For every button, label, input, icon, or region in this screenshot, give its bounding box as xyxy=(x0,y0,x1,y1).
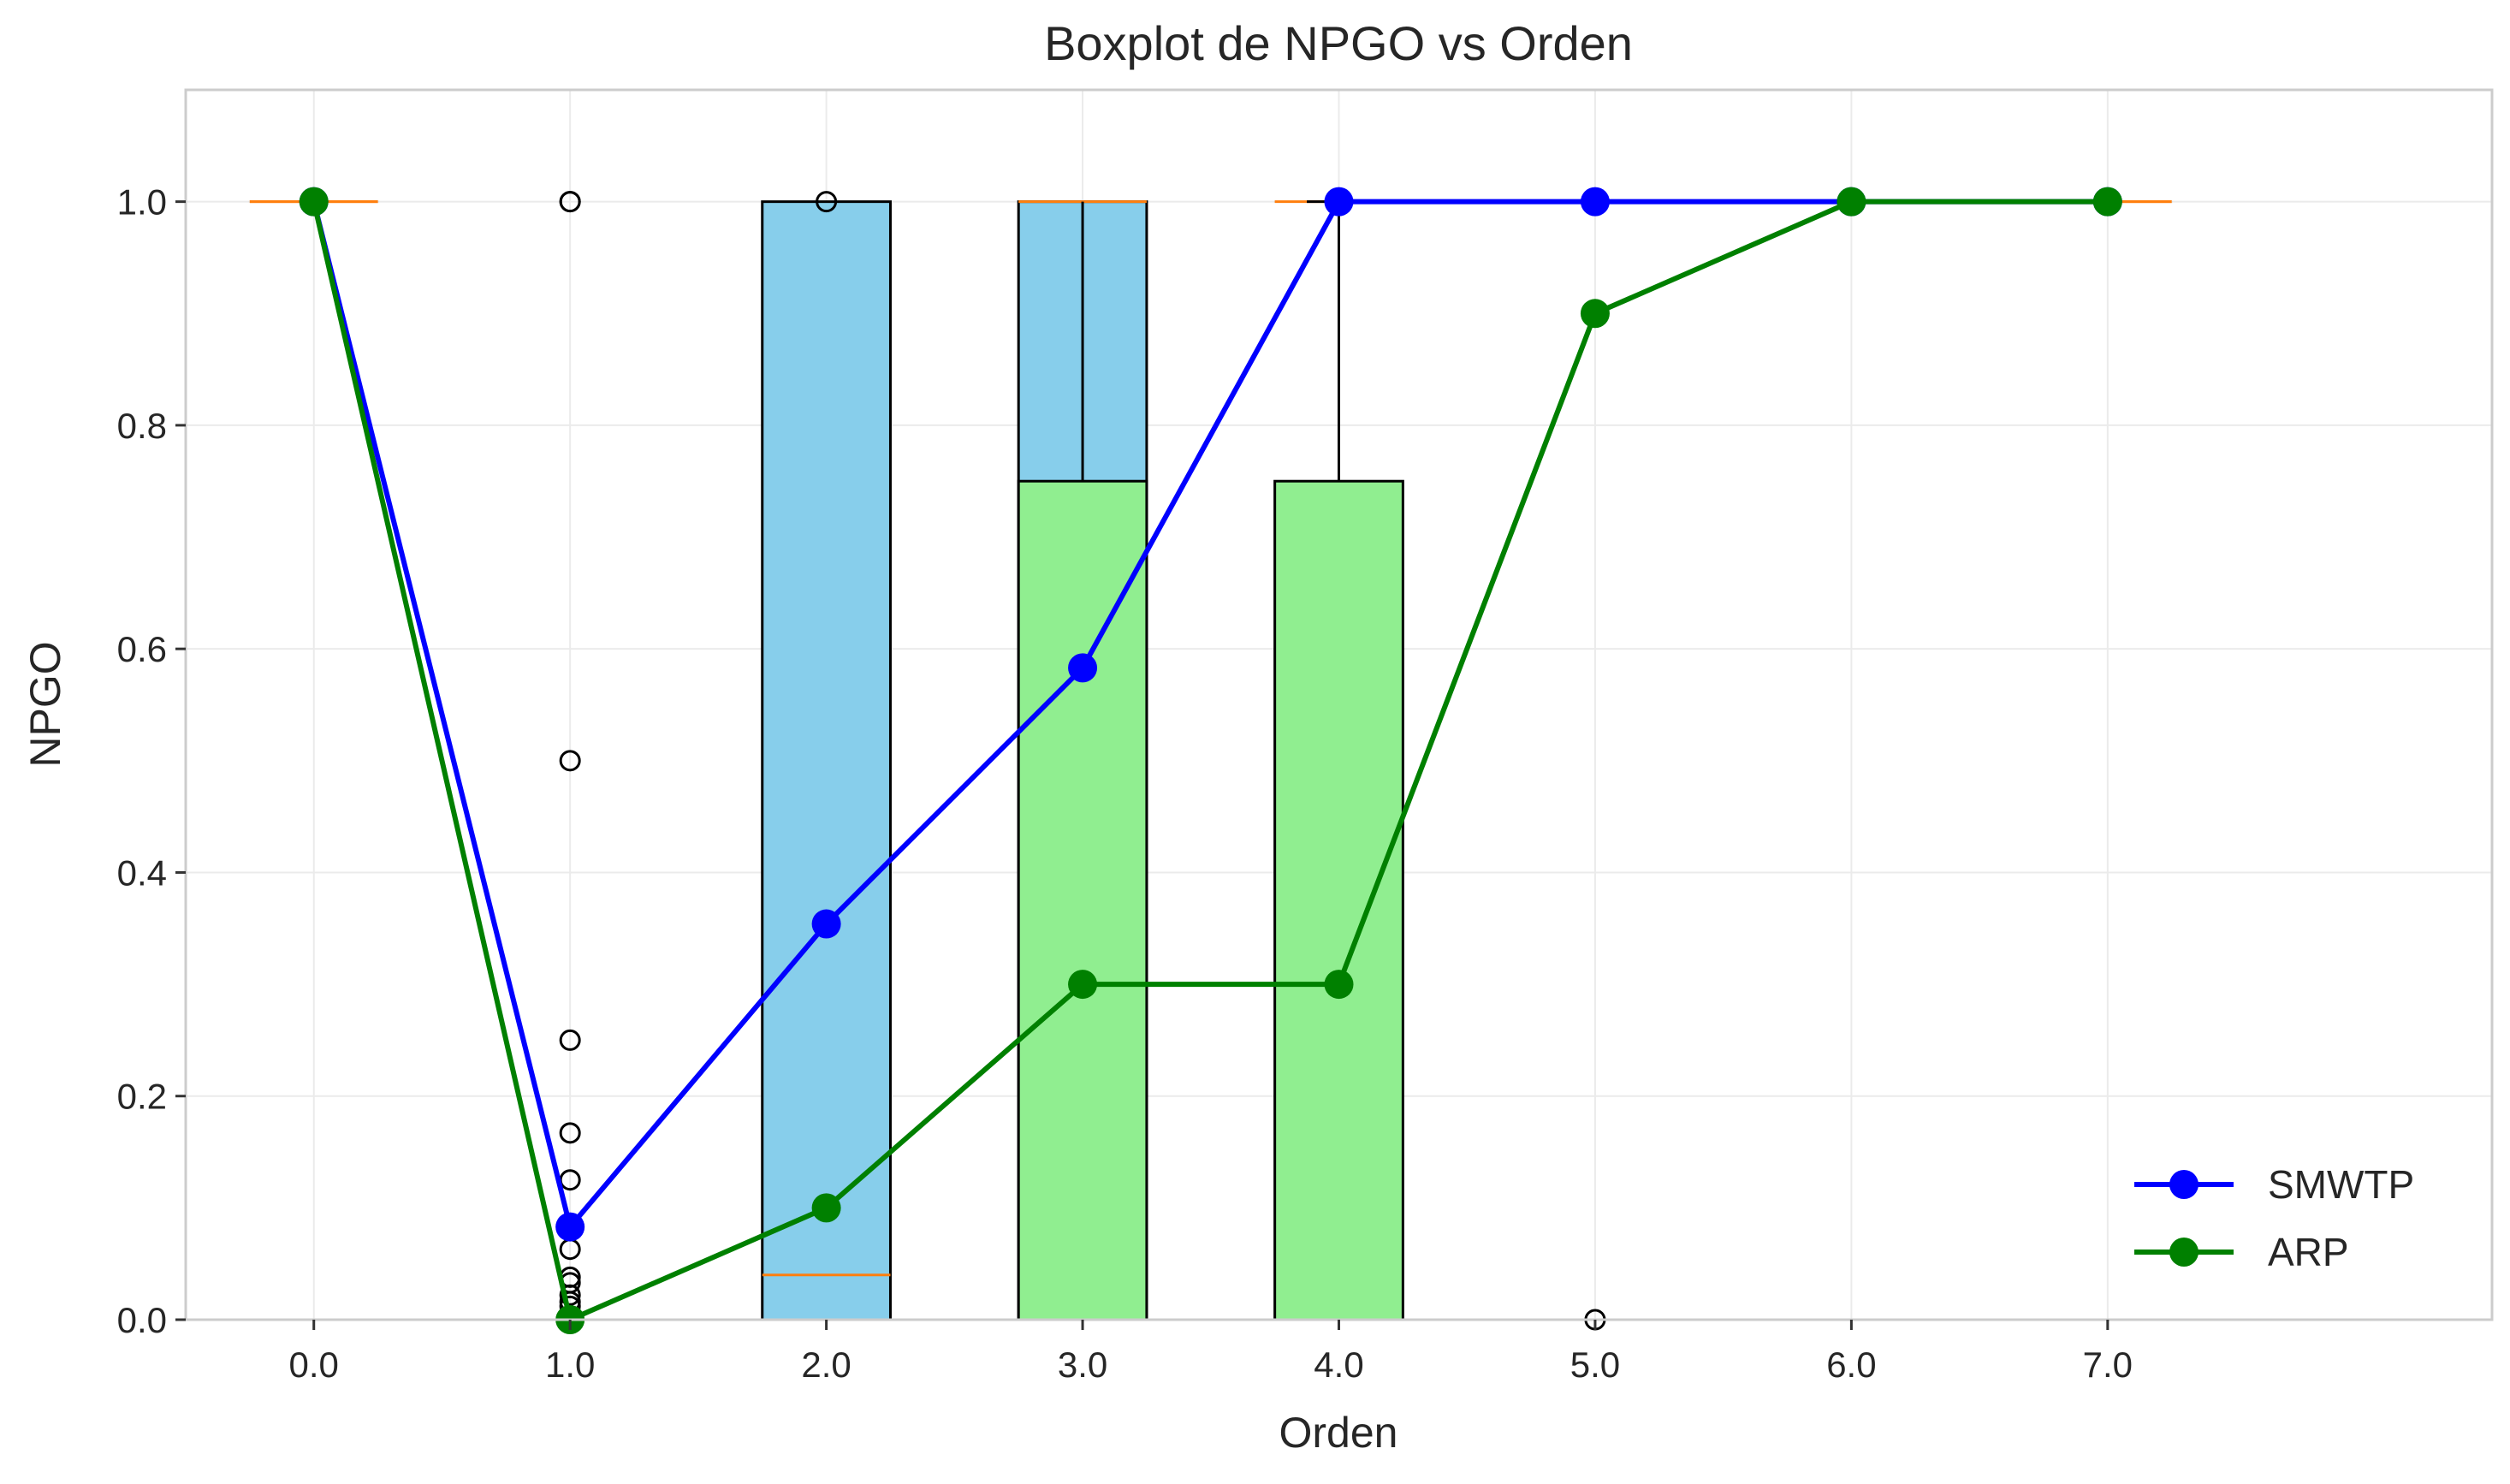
smwtp-point xyxy=(555,1212,585,1242)
series-lines xyxy=(299,187,2122,1334)
outlier-point xyxy=(816,191,838,213)
smwtp-point xyxy=(1068,653,1098,683)
chart-title: Boxplot de NPGO vs Orden xyxy=(1044,16,1633,70)
arp-box xyxy=(1273,479,1404,1321)
x-tick-label: 1.0 xyxy=(545,1345,595,1385)
arp-point xyxy=(299,187,329,217)
legend: SMWTP ARP xyxy=(2114,1143,2473,1297)
arp-point xyxy=(1580,299,1610,329)
arp-point xyxy=(1324,970,1354,1000)
y-tick-label: 1.0 xyxy=(117,182,167,223)
outlier-point xyxy=(559,1122,581,1144)
arp-series-line xyxy=(311,199,2108,1322)
arp-point xyxy=(2092,187,2122,217)
legend-arp-marker xyxy=(2169,1238,2198,1267)
y-tick-label: 0.4 xyxy=(117,852,167,893)
arp-box xyxy=(1017,479,1148,1321)
x-tick-label: 2.0 xyxy=(801,1345,851,1385)
legend-smwtp-label: SMWTP xyxy=(2268,1162,2414,1207)
outlier-point xyxy=(559,750,581,772)
smwtp-point xyxy=(1580,187,1610,217)
outlier-point xyxy=(559,1284,581,1306)
outlier-point xyxy=(559,1029,581,1051)
legend-arp-label: ARP xyxy=(2268,1230,2349,1274)
y-tick-label: 0.6 xyxy=(117,629,167,669)
smwtp-point xyxy=(1324,187,1354,217)
arp-point xyxy=(811,1193,841,1223)
arp-point xyxy=(1837,187,1866,217)
axis-ticks: 0.0 0.2 0.4 0.6 0.8 1.0 0.0 1.0 2.0 3.0 4.0 5.0 6.0 7… xyxy=(117,182,2133,1385)
y-tick-label: 0.2 xyxy=(117,1077,167,1117)
x-tick-label: 0.0 xyxy=(289,1345,339,1385)
x-tick-label: 5.0 xyxy=(1570,1345,1620,1385)
legend-smwtp-marker xyxy=(2169,1170,2198,1199)
x-tick-label: 3.0 xyxy=(1058,1345,1107,1385)
x-tick-label: 4.0 xyxy=(1314,1345,1363,1385)
arp-point xyxy=(1068,970,1098,1000)
x-tick-label: 6.0 xyxy=(1826,1345,1876,1385)
y-tick-label: 0.8 xyxy=(117,406,167,446)
boxes xyxy=(248,200,2173,1321)
x-axis-label: Orden xyxy=(1279,1409,1398,1457)
smwtp-point xyxy=(811,909,841,939)
outlier-point xyxy=(559,191,581,213)
x-tick-label: 7.0 xyxy=(2083,1345,2133,1385)
smwtp-box xyxy=(761,200,892,1321)
y-axis-label: NPGO xyxy=(21,641,69,767)
smwtp-series-line xyxy=(311,199,2108,1230)
y-tick-label: 0.0 xyxy=(117,1300,167,1340)
